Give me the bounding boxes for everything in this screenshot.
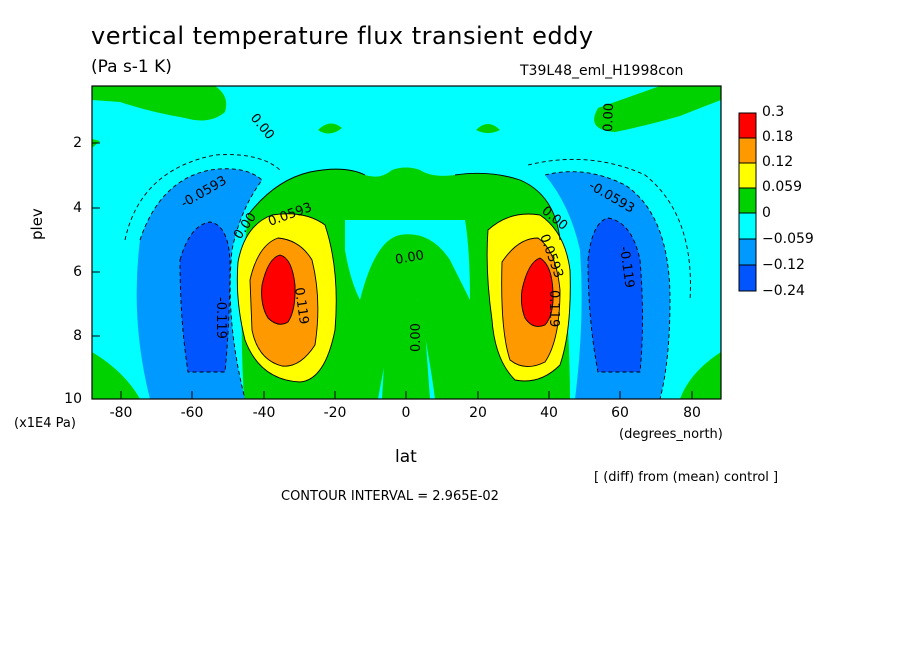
colorbar-swatch-6: [738, 238, 757, 266]
x-tick-label: -60: [180, 405, 204, 421]
y-tick-label: 4: [73, 200, 82, 216]
x-tick-label: -80: [109, 405, 133, 421]
colorbar-swatch-1: [738, 112, 757, 139]
colorbar-swatch-4: [738, 187, 757, 214]
x-tick-label: 0: [401, 405, 411, 421]
deep-blue-nh: [588, 218, 643, 372]
green-bottom-left: [92, 352, 140, 399]
green-top-blob1: [318, 123, 342, 134]
x-axis-label: lat: [395, 447, 417, 467]
y-axis-unit: (x1E4 Pa): [14, 416, 76, 431]
colorbar-label: 0.3: [762, 104, 785, 120]
negative-contours: [124, 154, 691, 399]
y-tick-label: 10: [64, 391, 82, 407]
colorbar-label: −0.12: [762, 257, 805, 273]
red-sh: [261, 255, 296, 325]
colorbar-label: −0.059: [762, 231, 814, 247]
colorbar-label: 0.059: [762, 179, 803, 195]
red-nh: [521, 258, 554, 327]
contour-label-pos-4: 0.119: [546, 290, 561, 327]
y-axis-label: plev: [28, 208, 46, 240]
colorbar-swatch-2: [738, 137, 757, 164]
cyan-central-gap: [345, 220, 470, 300]
x-tick-label: 80: [683, 405, 701, 421]
deep-blue-sh: [180, 222, 230, 372]
y-tick-label: 8: [73, 328, 82, 344]
green-central-stem: [382, 285, 430, 399]
x-tick-label: -20: [323, 405, 347, 421]
contour-label-zero-5: 0.00: [409, 323, 424, 352]
x-tick-label: 20: [469, 405, 487, 421]
green-top-right: [594, 86, 721, 132]
x-tick-label: -40: [252, 405, 276, 421]
colorbar-swatch-7: [738, 264, 757, 292]
y-tick-label: 2: [73, 135, 82, 151]
contour-interval: CONTOUR INTERVAL = 2.965E-02: [281, 489, 499, 504]
contour-label-zero-2: 0.00: [601, 103, 617, 132]
colorbar-swatch-5: [738, 212, 757, 240]
y-tick-label: 6: [73, 264, 82, 280]
axis-ticks: [92, 142, 693, 399]
contour-label-neg-4: -0.119: [616, 245, 637, 289]
colorbar-label: 0.12: [762, 154, 794, 170]
green-top-left: [92, 86, 227, 121]
colorbar-swatch-3: [738, 162, 757, 189]
colorbar: [738, 112, 757, 292]
diff-note: [ (diff) from (mean) control ]: [594, 470, 779, 485]
chart-units: (Pa s-1 K): [91, 57, 172, 77]
contour-field: 0.00 0.00 -0.0593 -0.0593 0.00 0.0593 0.…: [92, 86, 721, 399]
contour-label-zero-4: 0.00: [394, 248, 425, 268]
contour-label-neg-3: -0.119: [213, 297, 228, 339]
colorbar-label: 0.18: [762, 129, 794, 145]
contour-lines: [236, 168, 571, 383]
run-id: T39L48_eml_H1998con: [520, 63, 684, 79]
contour-label-pos-3: 0.119: [291, 286, 311, 325]
colorbar-label: 0: [762, 205, 771, 221]
x-axis-unit: (degrees_north): [619, 427, 723, 442]
chart-title: vertical temperature flux transient eddy: [91, 22, 594, 50]
x-tick-label: 40: [540, 405, 558, 421]
green-top-blob2: [476, 124, 500, 133]
green-bottom-right: [680, 352, 721, 399]
x-tick-label: 60: [611, 405, 629, 421]
colorbar-label: −0.24: [762, 283, 805, 299]
